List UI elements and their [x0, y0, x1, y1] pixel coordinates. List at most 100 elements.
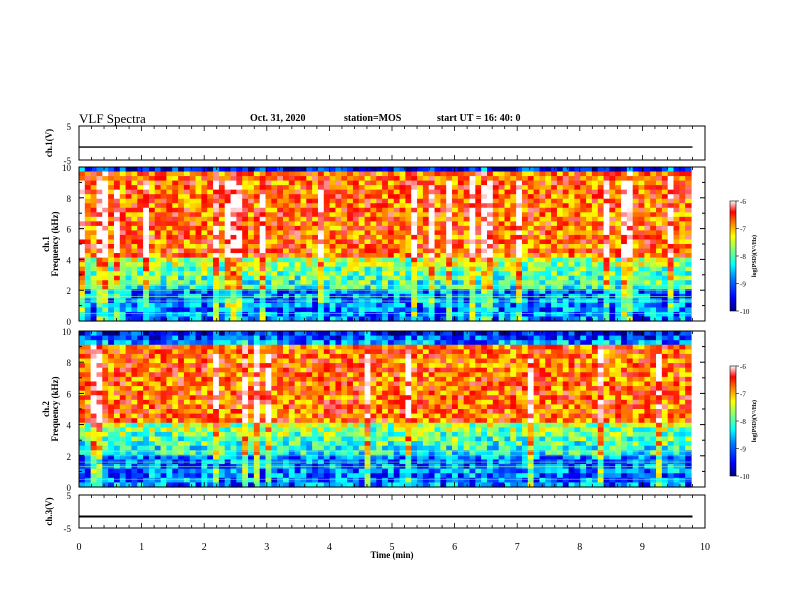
spectrogram-cell — [143, 207, 150, 213]
spectrogram-cell — [96, 363, 103, 369]
spectrogram-cell — [119, 221, 127, 227]
spectrogram-cell — [283, 225, 290, 232]
spectrogram-cell — [370, 248, 377, 254]
spectrogram-cell — [90, 257, 98, 263]
spectrogram-cell — [178, 335, 185, 341]
spectrogram-cell — [213, 427, 220, 433]
spectrogram-cell — [469, 275, 476, 281]
spectrogram-cell — [650, 185, 657, 191]
spectrogram-cell — [556, 189, 564, 195]
spectrogram-cell — [661, 271, 669, 277]
spectrogram-cell — [586, 225, 593, 232]
spectrogram-cell — [79, 427, 86, 433]
spectrogram-cell — [172, 225, 179, 232]
spectrogram-cell — [90, 230, 98, 236]
spectrogram-cell — [265, 436, 272, 442]
spectrogram-cell — [306, 427, 313, 433]
spectrogram-cell — [417, 176, 424, 182]
spectrogram-cell — [632, 244, 640, 250]
spectrogram-cell — [428, 167, 436, 173]
spectrogram-cell — [492, 266, 500, 272]
spectrogram-cell — [422, 230, 430, 236]
spectrogram-cell — [84, 262, 92, 268]
spectrogram-cell — [475, 253, 482, 259]
spectrogram-cell — [166, 468, 173, 474]
spectrogram-cell — [230, 212, 237, 218]
spectrogram-cell — [417, 167, 424, 173]
spectrogram-cell — [294, 171, 302, 177]
spectrogram-cell — [300, 289, 307, 295]
spectrogram-cell — [312, 176, 319, 182]
spectrogram-cell — [475, 180, 482, 186]
spectrogram-cell — [586, 271, 593, 277]
spectrogram-cell — [661, 176, 669, 182]
spectrogram-cell — [440, 257, 447, 263]
spectrogram-cell — [113, 468, 121, 474]
spectrogram-cell — [312, 445, 319, 451]
spectrogram-cell — [382, 302, 389, 309]
spectrogram-cell — [113, 372, 121, 378]
spectrogram-cell — [207, 257, 214, 263]
spectrogram-cell — [434, 203, 441, 209]
spectrogram-cell — [201, 198, 208, 204]
spectrogram-cell — [685, 280, 692, 286]
spectrogram-cell — [277, 203, 284, 209]
spectrogram-cell — [90, 381, 98, 387]
spectrogram-cell — [632, 284, 640, 290]
spectrogram-cell — [259, 280, 267, 286]
spectrogram-cell — [166, 230, 173, 236]
spectrogram-cell — [300, 454, 307, 461]
spectrogram-cell — [533, 271, 541, 277]
spectrogram-cell — [224, 262, 232, 268]
spectrogram-cell — [213, 418, 220, 424]
spectrogram-cell — [125, 436, 133, 442]
spectrogram-cell — [79, 376, 86, 383]
spectrogram-cell — [382, 189, 389, 195]
spectrogram-cell — [306, 441, 313, 447]
spectrogram-cell — [667, 234, 675, 241]
spectrogram-cell — [90, 185, 98, 191]
spectrogram-cell — [405, 248, 412, 254]
spectrogram-cell — [452, 257, 459, 263]
spectrogram-cell — [108, 171, 115, 177]
spectrogram-cell — [370, 225, 377, 232]
spectrogram-cell — [685, 234, 692, 241]
spectrogram-cell — [218, 275, 226, 281]
spectrogram-cell — [148, 176, 156, 182]
spectrogram-cell — [102, 372, 109, 378]
spectrogram-cell — [201, 216, 208, 222]
spectrogram-cell — [300, 212, 307, 218]
spectrogram-cell — [434, 239, 441, 245]
spectrogram-cell — [312, 248, 319, 254]
spectrogram-cell — [545, 262, 552, 268]
spectrogram-cell — [131, 180, 138, 186]
spectrogram-cell — [568, 198, 576, 204]
spectrogram-cell — [463, 230, 471, 236]
spectrogram-cell — [84, 436, 92, 442]
spectrogram-cell — [283, 275, 290, 281]
spectrogram-cell — [125, 189, 133, 195]
spectrogram-cell — [533, 275, 541, 281]
spectrogram-cell — [108, 367, 115, 373]
spectrogram-cell — [148, 454, 156, 461]
spectrogram-cell — [498, 284, 506, 290]
spectrogram-cell — [341, 284, 348, 290]
spectrogram-cell — [172, 340, 179, 346]
spectrogram-cell — [498, 212, 506, 218]
spectrogram-cell — [650, 203, 657, 209]
spectrogram-cell — [160, 234, 168, 241]
spectrogram-cell — [108, 344, 115, 350]
spectrogram-cell — [335, 216, 342, 222]
spectrogram-cell — [207, 358, 214, 364]
spectrogram-cell — [79, 413, 86, 419]
spectrogram-cell — [189, 473, 197, 479]
spectrogram-cell — [586, 221, 593, 227]
spectrogram-cell — [591, 185, 599, 191]
spectrogram-cell — [475, 284, 482, 290]
spectrogram-cell — [189, 395, 197, 401]
spectrogram-cell — [148, 212, 156, 218]
spectrogram-cell — [621, 185, 628, 191]
spectrogram-cell — [166, 289, 173, 295]
spectrogram-cell — [131, 473, 138, 479]
spectrogram-cell — [667, 302, 675, 309]
